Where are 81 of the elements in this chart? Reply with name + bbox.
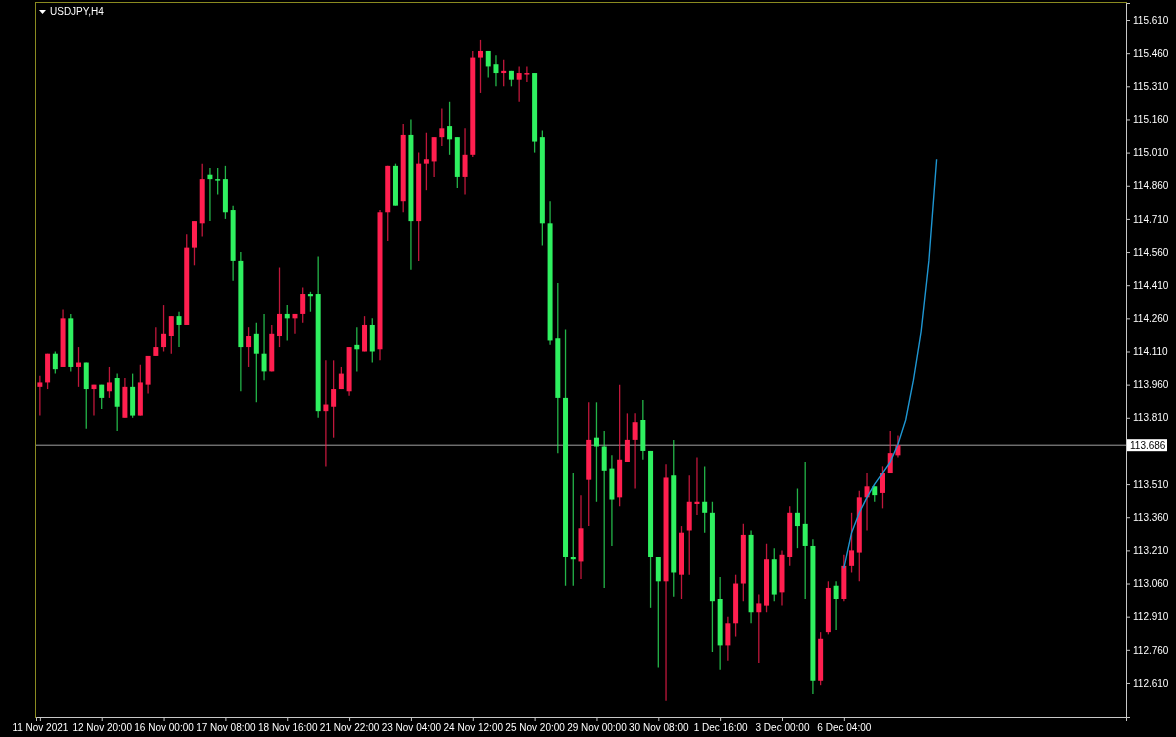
candlestick <box>725 616 731 662</box>
candlestick <box>478 39 483 94</box>
y-tick-label: 114.710 <box>1133 213 1169 225</box>
x-tick-label: 12 Nov 20:00 <box>72 722 133 734</box>
candlestick <box>849 512 855 574</box>
y-tick-label: 113.060 <box>1133 578 1169 590</box>
candlestick <box>624 412 630 463</box>
x-tick-label: 30 Nov 08:00 <box>629 722 689 734</box>
candlestick <box>493 54 499 87</box>
candlestick <box>37 375 43 417</box>
candlestick <box>702 465 708 534</box>
candlestick <box>423 132 429 191</box>
candlestick <box>694 456 700 516</box>
candlestick <box>106 366 112 399</box>
candlestick <box>284 304 290 342</box>
candlestick <box>323 359 329 468</box>
x-tick-label: 1 Dec 16:00 <box>693 722 749 734</box>
x-tick-label: 11 Nov 2021 <box>12 722 69 734</box>
candlestick <box>802 461 808 600</box>
candlestick <box>794 487 800 549</box>
candlestick <box>516 65 522 103</box>
candlestick <box>485 50 491 79</box>
x-tick-label: 21 Nov 22:00 <box>319 722 380 734</box>
candlestick <box>246 326 252 368</box>
candlestick <box>756 593 762 664</box>
y-tick-label: 112.610 <box>1133 677 1169 689</box>
y-tick-label: 114.410 <box>1133 279 1169 291</box>
candlestick <box>99 383 105 410</box>
candlestick <box>168 315 174 355</box>
candlestick <box>52 350 58 375</box>
y-tick-label: 115.310 <box>1133 81 1169 93</box>
candlestick <box>524 65 530 83</box>
y-tick-label: 113.960 <box>1133 379 1169 391</box>
candlestick <box>261 313 267 381</box>
x-tick-label: 17 Nov 08:00 <box>196 722 257 734</box>
candlestick <box>833 580 839 631</box>
candlestick <box>207 167 213 222</box>
candlestick <box>176 311 182 348</box>
candlestick <box>354 326 360 373</box>
y-tick-label: 115.610 <box>1133 14 1169 26</box>
x-tick-label: 29 Nov 00:00 <box>567 722 628 734</box>
candlestick <box>91 383 97 417</box>
y-tick-label: 113.810 <box>1133 412 1169 424</box>
y-tick-label: 113.210 <box>1133 545 1169 557</box>
y-tick-label: 115.460 <box>1133 47 1169 59</box>
y-tick-label: 114.110 <box>1133 346 1169 358</box>
y-tick-label: 112.760 <box>1133 644 1169 656</box>
candlestick <box>253 322 259 403</box>
candlestick <box>462 127 468 196</box>
y-tick-label: 114.860 <box>1133 180 1169 192</box>
candlestick <box>215 167 221 196</box>
x-tick-label: 3 Dec 00:00 <box>755 722 810 734</box>
x-tick-label: 16 Nov 00:00 <box>134 722 195 734</box>
y-tick-label: 112.910 <box>1133 611 1169 623</box>
x-tick-label: 25 Nov 20:00 <box>505 722 566 734</box>
y-tick-label: 115.010 <box>1133 147 1169 159</box>
y-tick-label: 113.360 <box>1133 511 1169 523</box>
candlestick <box>331 359 337 439</box>
candlestick <box>447 101 453 156</box>
candlestick <box>570 472 576 587</box>
candlestick <box>632 412 638 490</box>
candlestick <box>277 266 283 348</box>
y-tick-label: 114.560 <box>1133 246 1169 258</box>
ref-line-label: 113.686 <box>1130 439 1166 451</box>
candlestick <box>76 346 82 388</box>
candlestick <box>501 59 507 87</box>
candlestick <box>439 107 445 147</box>
candlestick <box>153 326 159 357</box>
candlestick <box>161 304 167 353</box>
candlestick <box>879 465 885 510</box>
x-tick-label: 24 Nov 12:00 <box>443 722 504 734</box>
y-tick-label: 113.510 <box>1133 478 1169 490</box>
candlestick <box>307 291 313 313</box>
x-tick-label: 18 Nov 16:00 <box>257 722 318 734</box>
chart-title: USDJPY,H4 <box>50 6 105 17</box>
y-tick-label: 114.260 <box>1133 313 1169 325</box>
candlestick <box>593 401 599 503</box>
y-tick-label: 115.160 <box>1133 114 1169 126</box>
candlestick <box>300 286 306 324</box>
x-tick-label: 6 Dec 04:00 <box>817 722 872 734</box>
x-tick-label: 23 Nov 04:00 <box>381 722 442 734</box>
